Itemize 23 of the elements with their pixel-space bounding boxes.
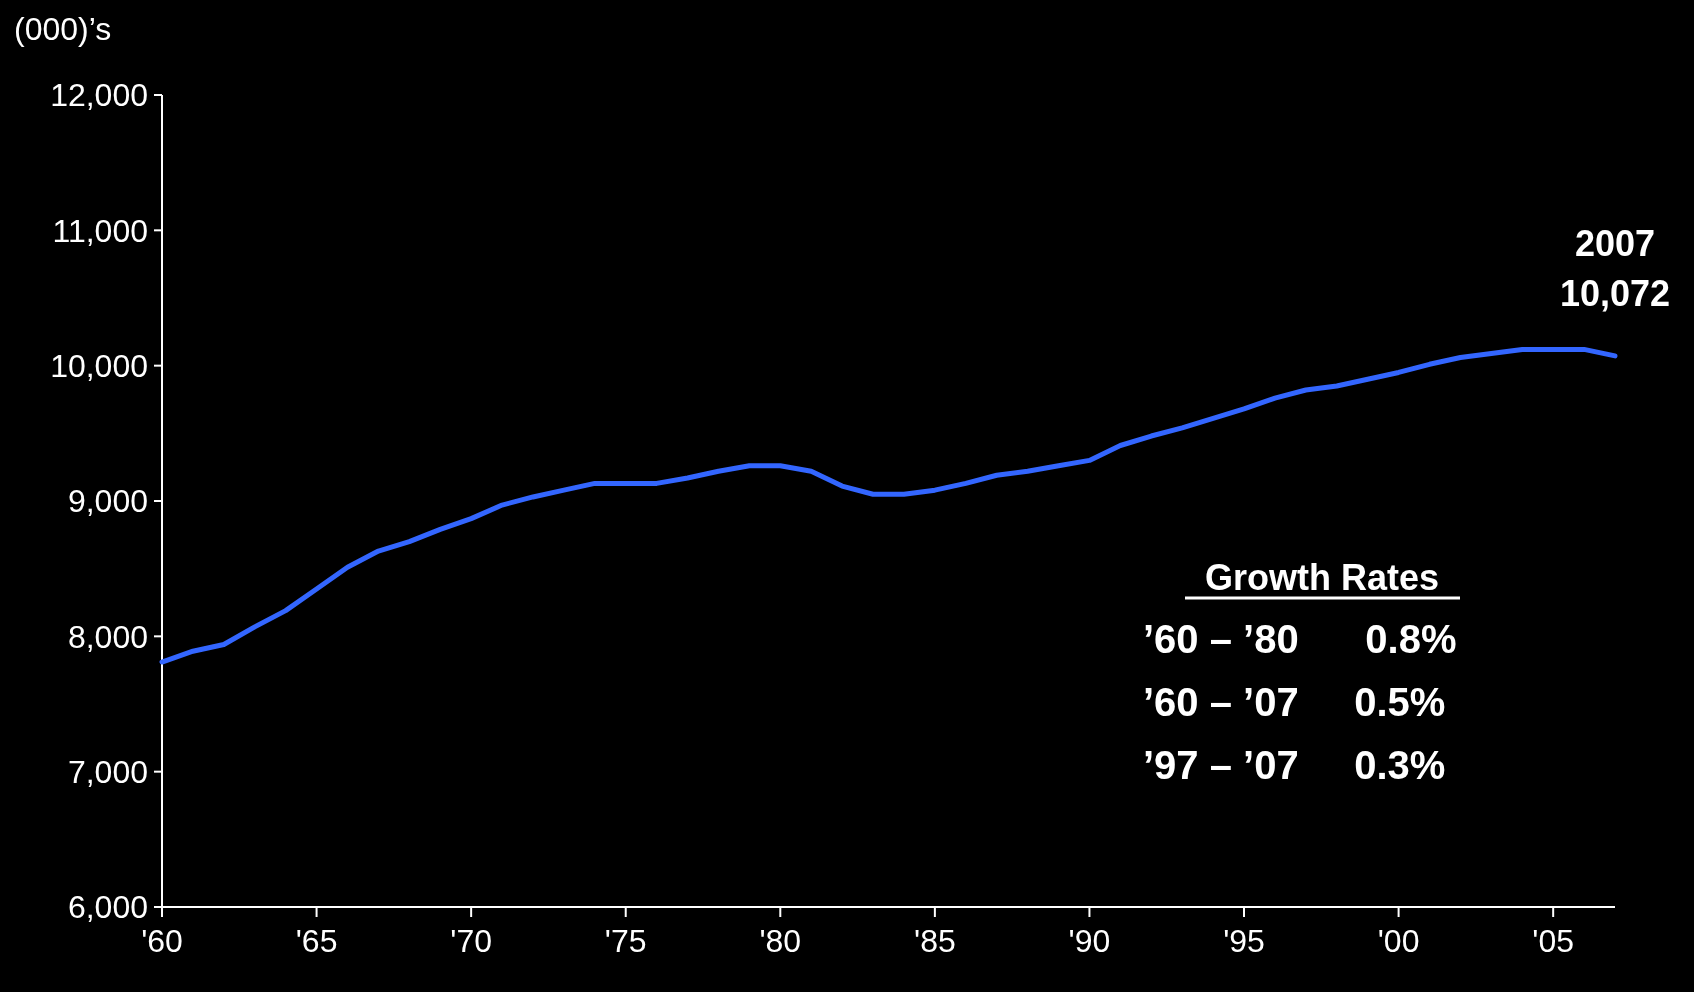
annotation: ’97 – ’07 0.3% <box>1143 743 1446 787</box>
annotation: Growth Rates <box>1204 557 1440 598</box>
y-tick-label: 10,000 <box>50 347 148 384</box>
y-axis-title: (000)’s <box>14 11 112 47</box>
x-tick-label: '70 <box>450 923 492 959</box>
x-tick-label: '05 <box>1532 923 1575 959</box>
y-tick-label: 11,000 <box>52 212 148 249</box>
x-tick-label: '60 <box>141 923 183 959</box>
y-tick-label: 6,000 <box>67 889 148 926</box>
y-tick-label: 8,000 <box>67 618 148 655</box>
x-tick-label: '00 <box>1377 923 1420 959</box>
y-tick-label: 7,000 <box>67 753 148 790</box>
x-tick-label: '95 <box>1223 923 1265 959</box>
annotation: ’60 – ’07 0.5% <box>1143 680 1446 724</box>
x-tick-label: '80 <box>759 923 802 959</box>
x-tick-label: '90 <box>1068 923 1111 959</box>
annotation: ’60 – ’80 0.8% <box>1143 617 1457 661</box>
x-tick-label: '75 <box>604 923 647 959</box>
y-tick-label: 9,000 <box>67 483 148 520</box>
y-tick-label: 12,000 <box>50 77 148 114</box>
annotation: 2007 10,072 <box>1559 222 1671 314</box>
x-tick-label: '65 <box>295 923 338 959</box>
x-tick-label: '85 <box>914 923 956 959</box>
